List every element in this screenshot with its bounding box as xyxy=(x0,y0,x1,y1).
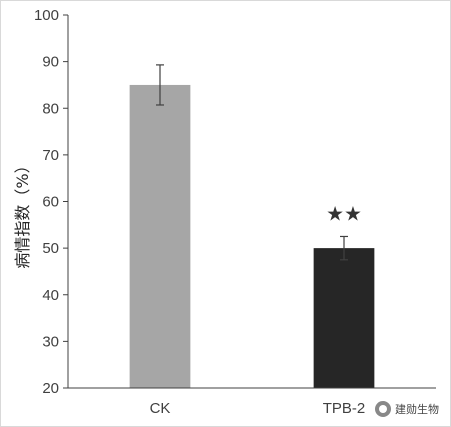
watermark-text: 建勋生物 xyxy=(395,403,439,416)
bar xyxy=(129,84,191,388)
x-category-label: TPB-2 xyxy=(323,400,366,417)
bar xyxy=(313,248,375,388)
y-tick-label: 20 xyxy=(42,380,59,397)
y-tick-label: 90 xyxy=(42,54,59,71)
y-tick-label: 70 xyxy=(42,147,59,164)
y-axis: 20 30 40 50 60 70 80 90 100 xyxy=(34,7,69,397)
x-category-label: CK xyxy=(150,400,171,417)
y-axis-title: 病情指数（%） xyxy=(13,157,32,268)
x-axis: CK TPB-2 xyxy=(68,387,436,417)
y-tick-label: 80 xyxy=(42,100,59,117)
bars: ★★ xyxy=(129,64,375,388)
significance-label: ★★ xyxy=(326,201,362,225)
y-tick-label: 40 xyxy=(42,287,59,304)
y-tick-label: 60 xyxy=(42,194,59,211)
y-tick-label: 30 xyxy=(42,333,59,350)
watermark: 建勋生物 xyxy=(371,399,443,419)
y-tick-label: 50 xyxy=(42,240,59,257)
wechat-icon xyxy=(375,401,391,417)
y-tick-label: 100 xyxy=(34,7,59,24)
